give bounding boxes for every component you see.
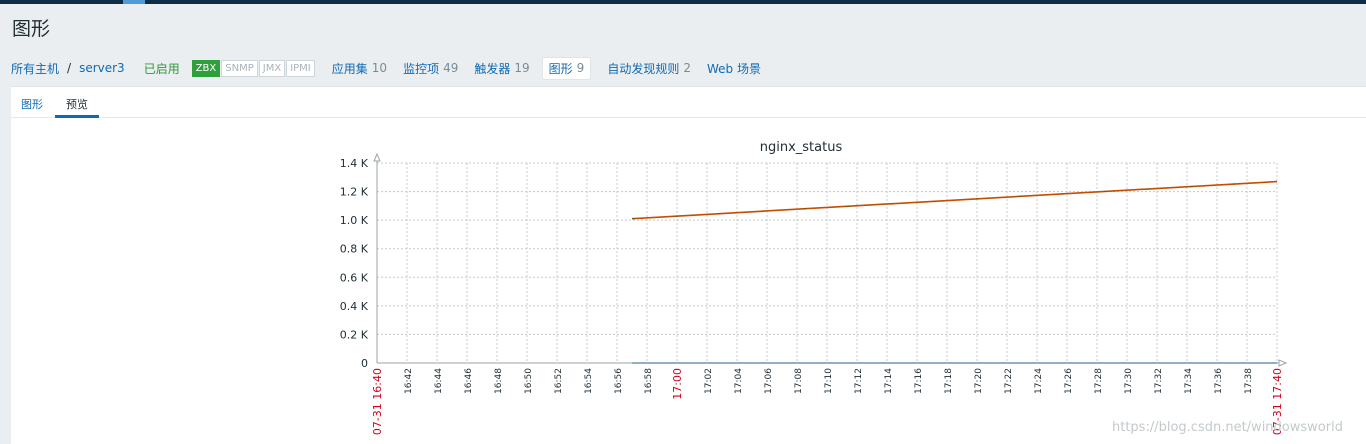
x-end-label: 07-31 17:40 [1271, 368, 1284, 435]
y-tick-label: 1.4 K [340, 157, 369, 170]
breadcrumb-separator: / [67, 61, 72, 75]
nav-triggers[interactable]: 触发器 19 [474, 60, 529, 77]
x-start-label: 07-31 16:40 [371, 368, 384, 435]
x-tick-label: 16:42 [404, 368, 414, 394]
y-tick-label: 1.0 K [340, 214, 369, 227]
zbx-badge: ZBX [191, 59, 221, 77]
x-tick-label: 16:46 [464, 368, 474, 394]
x-tick-label: 17:06 [764, 368, 774, 394]
graph-tabs: 图形 预览 [11, 87, 1366, 118]
nav-web-scenarios[interactable]: Web 场景 [707, 60, 761, 77]
x-tick-label: 17:10 [824, 368, 834, 394]
y-tick-label: 0.2 K [340, 328, 369, 341]
x-tick-label: 16:54 [584, 368, 594, 394]
nav-items-label[interactable]: 监控项 [403, 61, 440, 76]
nav-applications-label[interactable]: 应用集 [331, 61, 368, 76]
x-tick-label: 17:26 [1064, 368, 1074, 394]
x-tick-label: 16:56 [614, 368, 624, 394]
chart-axes [373, 152, 1288, 367]
x-axis-ticks: 16:42 16:44 16:46 16:48 16:50 16:52 16:54 16:56… [371, 368, 1284, 435]
y-axis-ticks: 0 0.2 K 0.4 K 0.6 K 0.8 K 1.0 K 1.2 K 1.4 K [340, 157, 369, 370]
nav-graphs-count: 9 [576, 61, 585, 75]
x-tick-label: 17:28 [1094, 368, 1104, 394]
x-tick-label: 17:08 [794, 368, 804, 394]
nav-applications[interactable]: 应用集 10 [332, 60, 387, 77]
series-line [631, 180, 1278, 220]
x-tick-label: 17:14 [884, 368, 894, 394]
active-tab-indicator [55, 115, 99, 118]
x-tick-label: 16:58 [644, 368, 654, 394]
page-title: 图形 [12, 18, 51, 40]
chart-title: nginx_status [760, 140, 843, 155]
host-navigation: 所有主机 / server3 已启用 ZBX SNMP JMX IPMI 应用集… [11, 56, 761, 80]
x-tick-label: 16:48 [494, 368, 504, 394]
nav-discovery-rules-count: 2 [683, 61, 691, 75]
x-tick-label: 17:20 [974, 368, 984, 394]
x-tick-label: 17:30 [1124, 368, 1134, 394]
top-bar-accent [123, 0, 145, 4]
x-tick-label: 17:12 [854, 368, 864, 394]
chart-grid [377, 162, 1278, 363]
x-tick-label: 16:44 [434, 368, 444, 394]
x-tick-label: 16:50 [524, 368, 534, 394]
host-link[interactable]: server3 [79, 61, 125, 75]
nav-discovery-rules-label[interactable]: 自动发现规则 [607, 61, 680, 76]
x-tick-label: 17:32 [1154, 368, 1164, 394]
y-tick-label: 0.4 K [340, 300, 369, 313]
tab-preview[interactable]: 预览 [66, 98, 88, 111]
nav-items[interactable]: 监控项 49 [403, 60, 458, 77]
snmp-badge: SNMP [221, 59, 258, 77]
status-enabled[interactable]: 已启用 [143, 61, 180, 76]
y-axis-arrow [373, 152, 381, 162]
nav-triggers-label[interactable]: 触发器 [474, 61, 511, 76]
x-tick-label: 17:24 [1034, 368, 1044, 394]
x-tick-label: 17:18 [944, 368, 954, 394]
x-tick-label: 16:52 [554, 368, 564, 394]
nav-graphs[interactable]: 图形 9 [541, 56, 592, 80]
nav-web-scenarios-label[interactable]: Web 场景 [706, 61, 761, 76]
ipmi-badge: IPMI [286, 59, 315, 77]
graph-panel: 图形 预览 [11, 86, 1366, 444]
x-tick-label: 17:34 [1184, 368, 1194, 394]
availability-badges: ZBX SNMP JMX IPMI [191, 59, 316, 77]
watermark: https://blog.csdn.net/windowsworld [1112, 420, 1343, 435]
y-tick-label: 1.2 K [340, 186, 369, 199]
nav-applications-count: 10 [371, 61, 388, 75]
nav-items-count: 49 [443, 61, 459, 75]
y-tick-label: 0 [361, 357, 368, 370]
x-tick-label: 17:02 [704, 368, 714, 394]
jmx-badge: JMX [258, 59, 286, 77]
x-tick-label: 17:16 [914, 368, 924, 394]
x-axis-arrow [1278, 359, 1288, 367]
y-tick-label: 0.6 K [340, 271, 369, 284]
x-tick-label: 17:22 [1004, 368, 1014, 394]
x-tick-label: 17:36 [1214, 368, 1224, 394]
x-tick-label: 17:38 [1244, 368, 1254, 394]
nav-graphs-label[interactable]: 图形 [548, 61, 573, 76]
y-tick-label: 0.8 K [340, 243, 369, 256]
x-tick-label: 17:00 [671, 368, 684, 400]
chart-series [631, 180, 1278, 364]
nav-discovery-rules[interactable]: 自动发现规则 2 [607, 60, 691, 77]
x-tick-label: 17:04 [734, 368, 744, 394]
top-bar [0, 0, 1366, 4]
tab-graph[interactable]: 图形 [21, 98, 43, 111]
all-hosts-link[interactable]: 所有主机 [11, 61, 60, 76]
nav-triggers-count: 19 [514, 61, 530, 75]
